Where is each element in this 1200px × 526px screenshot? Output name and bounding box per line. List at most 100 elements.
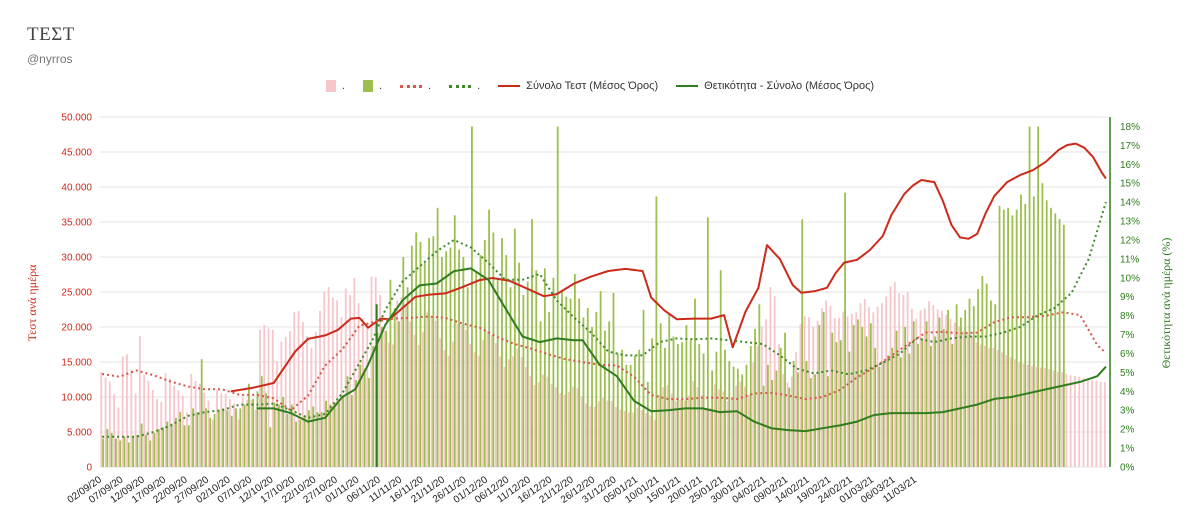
y2-tick-label: 15% [1120, 179, 1140, 190]
tests-bar [915, 318, 918, 467]
positivity-bar [985, 283, 988, 467]
positivity-bar [273, 402, 276, 467]
y2-tick-label: 4% [1120, 387, 1135, 398]
tests-bar [760, 326, 763, 467]
positivity-bar [942, 328, 945, 467]
positivity-bar [217, 410, 220, 467]
legend-item[interactable]: . [449, 80, 480, 92]
tests-bar [619, 409, 622, 467]
positivity-bar [325, 400, 327, 467]
tests-bar [979, 344, 982, 467]
tests-bar [1022, 363, 1025, 467]
tests-bar [953, 322, 956, 467]
positivity-bar [175, 417, 177, 467]
positivity-bar [604, 330, 606, 467]
tests-bar [156, 399, 158, 467]
tests-bar [795, 352, 798, 467]
tests-bar [743, 386, 746, 467]
tests-bar [640, 410, 643, 467]
positivity-bar [368, 378, 370, 467]
positivity-bar [801, 219, 804, 467]
tests-bar [387, 342, 390, 467]
positivity-bar [548, 311, 551, 467]
positivity-bar [338, 402, 340, 467]
positivity-bar [316, 412, 319, 467]
positivity-bar [634, 355, 636, 467]
tests-bar [469, 343, 472, 467]
tests-bar [572, 386, 574, 467]
legend-item[interactable]: . [325, 80, 345, 92]
positivity-bar [278, 404, 280, 467]
tests-bar [996, 350, 999, 467]
tests-bar [559, 392, 562, 467]
positivity-bar [556, 126, 559, 467]
positivity-bar [518, 262, 521, 467]
tests-bar [842, 311, 845, 467]
tests-bar [1001, 352, 1003, 467]
tests-bar [366, 326, 369, 467]
legend-item[interactable]: . [362, 80, 382, 92]
tests-bar [546, 376, 549, 467]
positivity-bar [235, 408, 237, 467]
tests-bar [855, 312, 858, 467]
tests-bar [263, 324, 266, 467]
positivity-bar [689, 340, 692, 467]
positivity-bar [891, 347, 894, 467]
tests-bar [486, 331, 489, 467]
tests-bar [906, 292, 909, 467]
tests-bar [181, 395, 184, 467]
positivity-bar [865, 336, 868, 467]
positivity-bar [230, 415, 233, 467]
tests-bar [404, 306, 407, 467]
legend-item[interactable]: Σύνολο Τεστ (Μέσος Όρος) [498, 80, 658, 92]
positivity-bar [960, 317, 962, 467]
tests-bar [799, 324, 802, 467]
tests-bar [692, 380, 695, 467]
tests-bar [507, 359, 510, 467]
tests-bar [413, 334, 416, 467]
positivity-bar [462, 257, 465, 467]
positivity-bar [1007, 207, 1010, 468]
tests-bar [460, 324, 463, 467]
positivity-bar [333, 402, 336, 467]
legend-item[interactable]: . [400, 80, 431, 92]
tests-bar [482, 340, 484, 467]
positivity-bar [346, 376, 349, 467]
positivity-bar [342, 395, 345, 467]
tests-bar [597, 401, 600, 467]
positivity-bar [968, 298, 971, 467]
positivity-bar [157, 429, 160, 467]
positivity-bar [179, 412, 182, 467]
positivity-bar [874, 347, 877, 467]
tests-bars [100, 276, 1106, 467]
tests-bar [1052, 370, 1055, 467]
legend-item[interactable]: Θετικότητα - Σύνολο (Μέσος Όρος) [676, 80, 874, 92]
tests-bar [555, 387, 557, 467]
positivity-bar [573, 274, 576, 467]
tests-bar [593, 406, 596, 467]
tests-bar [859, 303, 862, 467]
positivity-bar [260, 376, 263, 467]
positivity-bar [1058, 219, 1061, 467]
legend-label: . [341, 80, 345, 92]
y2-tick-label: 9% [1120, 292, 1135, 303]
tests-bar [928, 301, 930, 467]
legend: .... Σύνολο Τεστ (Μέσος Όρος) Θετικότητα -… [0, 80, 1200, 92]
positivity-bar [947, 309, 949, 467]
positivity-bar [805, 361, 808, 467]
positivity-bar [303, 415, 306, 467]
positivity-bar [196, 412, 199, 467]
tests-bar [812, 326, 815, 467]
positivity-bar [539, 321, 542, 467]
positivity-bar [998, 205, 1001, 467]
x-axis: 02/09/2007/09/2012/09/2017/09/2022/09/20… [66, 474, 920, 506]
y2-axis-title: Θετικότητα ανά ημέρα (%) [1159, 238, 1173, 369]
positivity-bar [505, 255, 508, 467]
positivity-bar [775, 370, 778, 467]
tests-bar [868, 307, 870, 467]
tests-bar [941, 310, 943, 467]
tests-bar [778, 343, 780, 467]
tests-bar [1044, 368, 1046, 467]
tests-bar [632, 412, 635, 467]
tests-bar [589, 406, 592, 467]
